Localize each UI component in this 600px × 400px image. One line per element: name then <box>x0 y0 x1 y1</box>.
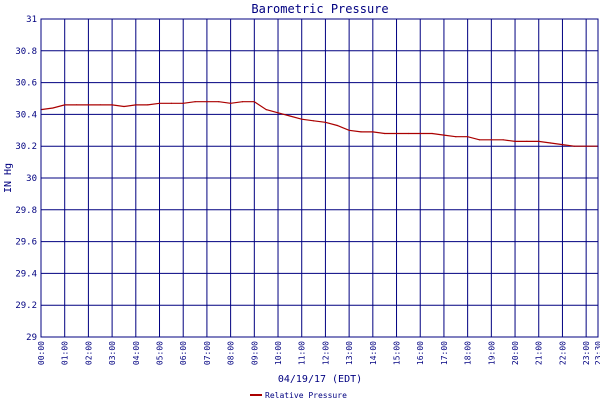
y-tick-label: 30.2 <box>15 142 37 152</box>
x-tick-label: 21:00 <box>535 341 544 365</box>
y-tick-label: 30.4 <box>15 110 37 120</box>
x-tick-label: 20:00 <box>511 341 520 365</box>
series-line-relative-pressure <box>40 101 598 147</box>
data-point <box>395 132 398 135</box>
data-point <box>64 104 66 106</box>
data-point <box>218 101 220 103</box>
x-tick-label: 05:00 <box>156 341 165 365</box>
data-point <box>360 131 362 133</box>
legend: Relative Pressure <box>250 391 347 400</box>
y-tick-label: 29.2 <box>15 301 37 311</box>
x-tick-label: 07:00 <box>203 341 212 365</box>
x-tick-label: 23:00 <box>582 341 591 365</box>
data-point <box>313 120 315 122</box>
data-point <box>585 145 587 147</box>
x-tick-label: 19:00 <box>487 341 496 365</box>
data-point <box>277 112 279 114</box>
x-tick-label: 12:00 <box>321 341 330 365</box>
x-tick-label: 00:00 <box>37 341 46 365</box>
data-point <box>478 139 481 141</box>
data-point <box>514 140 516 142</box>
data-point <box>550 142 552 144</box>
data-point <box>573 145 575 147</box>
data-point <box>455 136 457 138</box>
x-tick-label: 09:00 <box>250 341 259 365</box>
x-tick-label: 15:00 <box>393 341 402 365</box>
y-tick-label: 29 <box>26 333 37 343</box>
y-tick-label: 29.6 <box>15 238 37 248</box>
x-tick-label: 01:00 <box>61 341 70 365</box>
x-tick-label: 08:00 <box>227 341 236 365</box>
data-point <box>241 101 244 103</box>
data-point <box>443 134 445 136</box>
data-point <box>135 104 137 106</box>
data-point <box>561 144 564 146</box>
data-point <box>87 104 89 106</box>
data-point <box>538 140 540 142</box>
data-point <box>253 101 255 103</box>
y-tick-labels: 29 29.2 29.4 29.6 29.8 30 30.2 30.4 30.6 30.8 31 <box>15 15 37 343</box>
data-point <box>289 115 291 117</box>
data-point <box>147 104 149 106</box>
x-tick-label: 17:00 <box>440 341 449 365</box>
data-point <box>324 121 326 123</box>
data-point <box>194 101 196 103</box>
data-point <box>336 124 338 127</box>
x-tick-label: 13:00 <box>345 341 354 365</box>
chart-title: Barometric Pressure <box>251 2 388 16</box>
y-tick-label: 30.6 <box>15 79 37 89</box>
x-tick-label: 06:00 <box>179 341 188 365</box>
data-point <box>384 132 386 135</box>
data-point <box>99 104 101 106</box>
x-tick-labels: 00:00 01:00 02:00 03:00 04:00 05:00 06:00 07:00… <box>37 341 600 365</box>
data-point <box>206 101 208 103</box>
data-point <box>76 104 78 106</box>
x-axis-label: 04/19/17 (EDT) <box>278 374 362 385</box>
legend-label-relative-pressure: Relative Pressure <box>265 391 347 400</box>
data-point <box>170 102 172 104</box>
data-point <box>123 105 125 108</box>
x-tick-label: 11:00 <box>298 341 307 365</box>
x-tick-label: 22:00 <box>558 341 567 365</box>
x-tick-label: 03:00 <box>108 341 117 365</box>
data-point <box>407 132 409 135</box>
data-point <box>490 139 492 141</box>
x-tick-label: 14:00 <box>369 341 378 365</box>
x-tick-label: 16:00 <box>416 341 425 365</box>
y-tick-label: 30.8 <box>15 47 37 57</box>
series-lines <box>40 101 599 147</box>
y-axis-label: IN Hg <box>3 163 14 193</box>
data-point <box>230 102 232 104</box>
data-point <box>52 107 54 109</box>
x-tick-label: 10:00 <box>274 341 283 365</box>
plot-frame <box>40 18 599 338</box>
y-tick-label: 30 <box>26 174 37 184</box>
data-point <box>419 132 421 135</box>
data-point <box>265 109 267 111</box>
data-point <box>348 129 350 131</box>
y-tick-label: 29.4 <box>15 269 37 279</box>
data-point <box>372 131 374 133</box>
data-point <box>182 102 184 104</box>
data-point <box>431 132 433 135</box>
data-point <box>111 104 113 106</box>
x-tick-label: 18:00 <box>464 341 473 365</box>
data-point <box>301 118 303 120</box>
data-point <box>526 140 528 142</box>
x-tick-label: 02:00 <box>84 341 93 365</box>
x-tick-label: 04:00 <box>132 341 141 365</box>
x-tick-label: 23:30 <box>594 341 600 365</box>
y-tick-label: 31 <box>26 15 37 25</box>
data-point <box>467 136 469 138</box>
data-point <box>158 102 161 104</box>
y-tick-label: 29.8 <box>15 206 37 216</box>
data-point <box>502 139 504 141</box>
